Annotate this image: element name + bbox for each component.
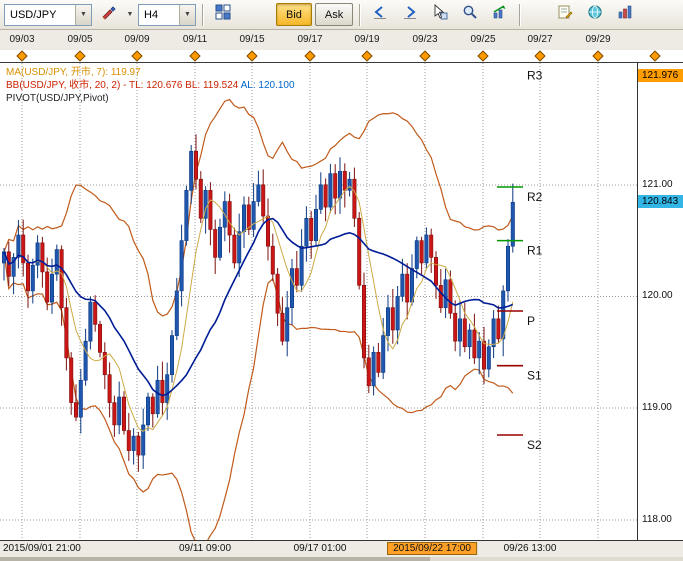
tile-chart-button[interactable] (209, 2, 236, 28)
toolbar: USD/JPY ▼ ▼ H4 ▼ (0, 0, 683, 30)
tick-marker-icon (419, 50, 431, 62)
pivot-label: R2 (527, 190, 543, 204)
moving-average-layer (3, 185, 514, 432)
grid-layer (0, 63, 637, 540)
tick-marker-icon (649, 50, 661, 62)
horizontal-scrollbar[interactable] (0, 557, 683, 561)
toolbar-spacer (239, 14, 273, 15)
date-tick-label: 09/15 (239, 34, 265, 45)
toolbar-spacer (526, 14, 548, 15)
date-tick-label: 09/05 (67, 34, 93, 45)
date-tick-label: 09/11 (182, 34, 208, 45)
draw-tool-button[interactable] (95, 2, 122, 28)
price-tick-label: 121.00 (642, 178, 673, 190)
scroll-forward-icon (402, 4, 418, 25)
bar-chart-button[interactable] (611, 2, 638, 28)
marker-band (0, 50, 683, 63)
price-tick-label: 119.00 (642, 402, 672, 414)
price-tag: 120.843 (638, 195, 683, 209)
symbol-dropdown-arrow-icon[interactable]: ▼ (75, 4, 91, 25)
chart-svg: R3 R2 R1 P S1 S2 (0, 63, 637, 540)
chart-up-button[interactable] (486, 2, 513, 28)
date-tick-label: 09/17 (297, 34, 323, 45)
ask-button[interactable]: Ask (314, 3, 354, 26)
date-tick-label: 09/03 (9, 34, 35, 45)
tick-marker-icon (592, 50, 604, 62)
tick-marker-icon (361, 50, 373, 62)
timeframe-dropdown-arrow-icon[interactable]: ▼ (179, 4, 195, 25)
date-tick-label: 09/09 (124, 34, 150, 45)
symbol-value: USD/JPY (10, 8, 57, 21)
price-tag: 121.976 (638, 68, 683, 82)
timeframe-value: H4 (144, 8, 159, 21)
tick-marker-icon (246, 50, 258, 62)
date-tick-label: 09/27 (527, 34, 553, 45)
toolbar-separator (519, 3, 521, 26)
date-tick-label: 09/29 (585, 34, 611, 45)
globe-button[interactable] (581, 2, 608, 28)
chart-canvas[interactable]: R3 R2 R1 P S1 S2 (0, 63, 637, 540)
pivot-label: S2 (527, 438, 542, 452)
timeframe-select[interactable]: H4 ▼ (138, 3, 196, 26)
time-axis[interactable]: 2015/09/01 21:00 09/11 09:00 09/17 01:00 20… (0, 540, 683, 557)
pivot-label: R1 (527, 244, 543, 258)
pivot-label: P (527, 314, 535, 328)
zoom-icon (462, 4, 478, 25)
draw-tool-icon (101, 4, 117, 25)
scroll-forward-button[interactable] (396, 2, 423, 28)
pivot-layer: R3 R2 R1 P S1 S2 (497, 69, 543, 452)
bid-button[interactable]: Bid (276, 3, 312, 26)
bollinger-bands-layer (3, 98, 514, 540)
date-ruler[interactable]: 09/03 09/05 09/09 09/11 09/15 09/17 09/19 09/23… (0, 30, 683, 50)
pivot-label: S1 (527, 369, 542, 383)
tick-marker-icon (16, 50, 28, 62)
tile-chart-icon (215, 4, 231, 25)
tick-marker-icon (131, 50, 143, 62)
chart-up-icon (492, 4, 508, 25)
price-tick-label: 118.00 (642, 513, 672, 525)
date-tick-label: 09/25 (470, 34, 496, 45)
notes-button[interactable] (551, 2, 578, 28)
pointer-tool-button[interactable] (426, 2, 453, 28)
pointer-chart-icon (432, 4, 448, 25)
scroll-back-button[interactable] (366, 2, 393, 28)
price-axis[interactable]: 121.976 121.00 120.843 120.00 119.00 118.00 (637, 63, 683, 540)
toolbar-separator (359, 3, 361, 26)
symbol-select[interactable]: USD/JPY ▼ (4, 3, 92, 26)
tick-marker-icon (189, 50, 201, 62)
tick-marker-icon (477, 50, 489, 62)
time-tick-label: 09/11 09:00 (178, 543, 232, 554)
price-tick-label: 120.00 (642, 290, 673, 302)
time-tick-label: 09/17 01:00 (293, 543, 347, 554)
tick-marker-icon (74, 50, 86, 62)
notes-icon (557, 4, 573, 25)
time-tick-label: 09/26 13:00 (503, 543, 557, 554)
toolbar-separator (202, 3, 203, 26)
date-tick-label: 09/19 (354, 34, 380, 45)
zoom-button[interactable] (456, 2, 483, 28)
bar-chart-icon (617, 4, 633, 25)
time-tick-label: 2015/09/01 21:00 (3, 543, 81, 554)
candles-layer (1, 134, 515, 472)
tick-marker-icon (304, 50, 316, 62)
globe-icon (587, 4, 603, 25)
date-tick-label: 09/23 (412, 34, 438, 45)
scrollbar-thumb[interactable] (0, 557, 430, 561)
time-tick-label-highlighted: 2015/09/22 17:00 (387, 542, 477, 555)
draw-tool-dropdown-arrow-icon[interactable]: ▼ (126, 11, 134, 18)
pivot-label: R3 (527, 69, 543, 83)
tick-marker-icon (534, 50, 546, 62)
scroll-back-icon (372, 4, 388, 25)
